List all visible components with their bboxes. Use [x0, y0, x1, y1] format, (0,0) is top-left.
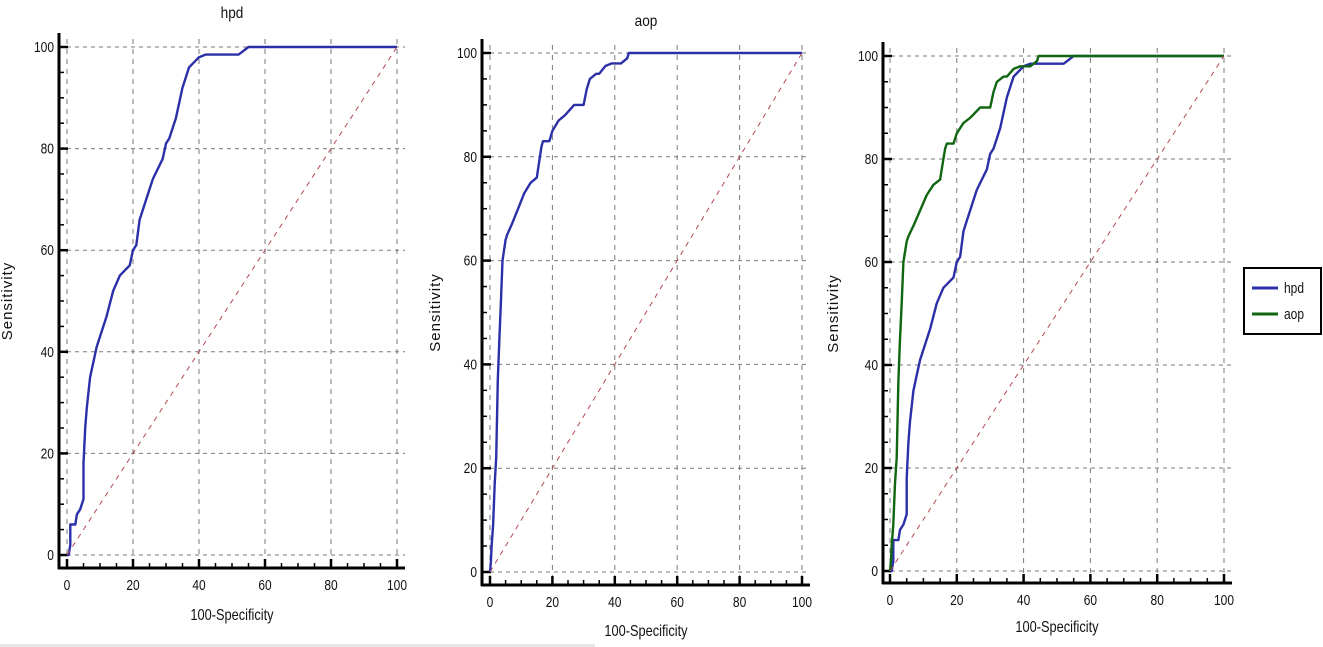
y-tick-label: 20: [464, 460, 478, 477]
y-axis-label: Sensitivity: [427, 273, 444, 352]
x-tick-label: 20: [950, 592, 964, 609]
y-tick-label: 100: [457, 45, 477, 62]
roc-curve-aop: [888, 54, 1224, 572]
y-tick-label: 100: [858, 48, 878, 65]
x-tick-label: 80: [733, 594, 747, 611]
y-tick-label: 40: [41, 344, 55, 361]
chart-title: aop: [635, 13, 658, 30]
x-tick-label: 100: [387, 577, 407, 594]
reference-diagonal: [489, 52, 803, 573]
y-tick-label: 0: [470, 564, 477, 581]
x-tick-label: 60: [258, 577, 272, 594]
x-tick-label: 60: [671, 594, 685, 611]
y-axis-label: Sensitivity: [825, 274, 842, 353]
y-axis-label: Sensitivity: [0, 262, 16, 341]
roc-curve-aop: [488, 51, 802, 573]
legend-label-hpd: hpd: [1284, 280, 1304, 297]
x-tick-label: 80: [1151, 592, 1165, 609]
x-tick-label: 100: [1214, 592, 1234, 609]
roc-curve-hpd: [67, 45, 397, 557]
y-tick-label: 20: [865, 460, 879, 477]
y-tick-label: 80: [865, 151, 879, 168]
legend-label-aop: aop: [1284, 306, 1304, 323]
y-tick-label: 60: [464, 252, 478, 269]
divider: [0, 644, 595, 647]
x-axis-label: 100-Specificity: [1015, 619, 1099, 637]
chart-title: hpd: [221, 5, 244, 22]
x-axis-label: 100-Specificity: [604, 623, 688, 641]
y-tick-label: 80: [464, 149, 478, 166]
legend: hpd aop: [1243, 267, 1322, 335]
x-tick-label: 40: [1017, 592, 1031, 609]
roc-curve-hpd: [890, 54, 1224, 573]
y-tick-label: 40: [865, 357, 879, 374]
y-tick-label: 60: [41, 242, 55, 259]
roc-panel-1: 0 20 40 60 80 100 0 20 40 60 80 100 hpd 100-Specifici…: [0, 5, 407, 624]
y-tick-label: 20: [41, 445, 55, 462]
x-tick-label: 0: [487, 594, 494, 611]
x-tick-label: 40: [192, 577, 206, 594]
y-tick-label: 40: [464, 356, 478, 373]
reference-diagonal: [889, 55, 1225, 572]
y-tick-label: 100: [34, 39, 54, 56]
x-tick-label: 100: [792, 594, 812, 611]
y-tick-label: 0: [871, 563, 878, 580]
reference-diagonal: [66, 46, 398, 556]
y-tick-label: 60: [865, 254, 879, 271]
x-tick-label: 20: [546, 594, 560, 611]
x-tick-label: 20: [126, 577, 140, 594]
roc-panel-2: 0 20 40 60 80 100 0 20 40 60 80 100 aop 100-Specifici…: [427, 13, 812, 640]
y-tick-label: 80: [41, 140, 55, 157]
x-tick-label: 0: [887, 592, 894, 609]
x-axis-label: 100-Specificity: [190, 607, 274, 625]
x-tick-label: 80: [324, 577, 338, 594]
x-tick-label: 40: [608, 594, 622, 611]
roc-panel-3: 0 20 40 60 80 100 0 20 40 60 80 100 100-Specificity S…: [825, 42, 1322, 637]
grid: [883, 48, 1232, 583]
y-tick-label: 0: [47, 547, 54, 564]
grid: [482, 45, 810, 585]
x-tick-label: 0: [64, 577, 71, 594]
grid: [59, 39, 405, 568]
x-tick-label: 60: [1084, 592, 1098, 609]
